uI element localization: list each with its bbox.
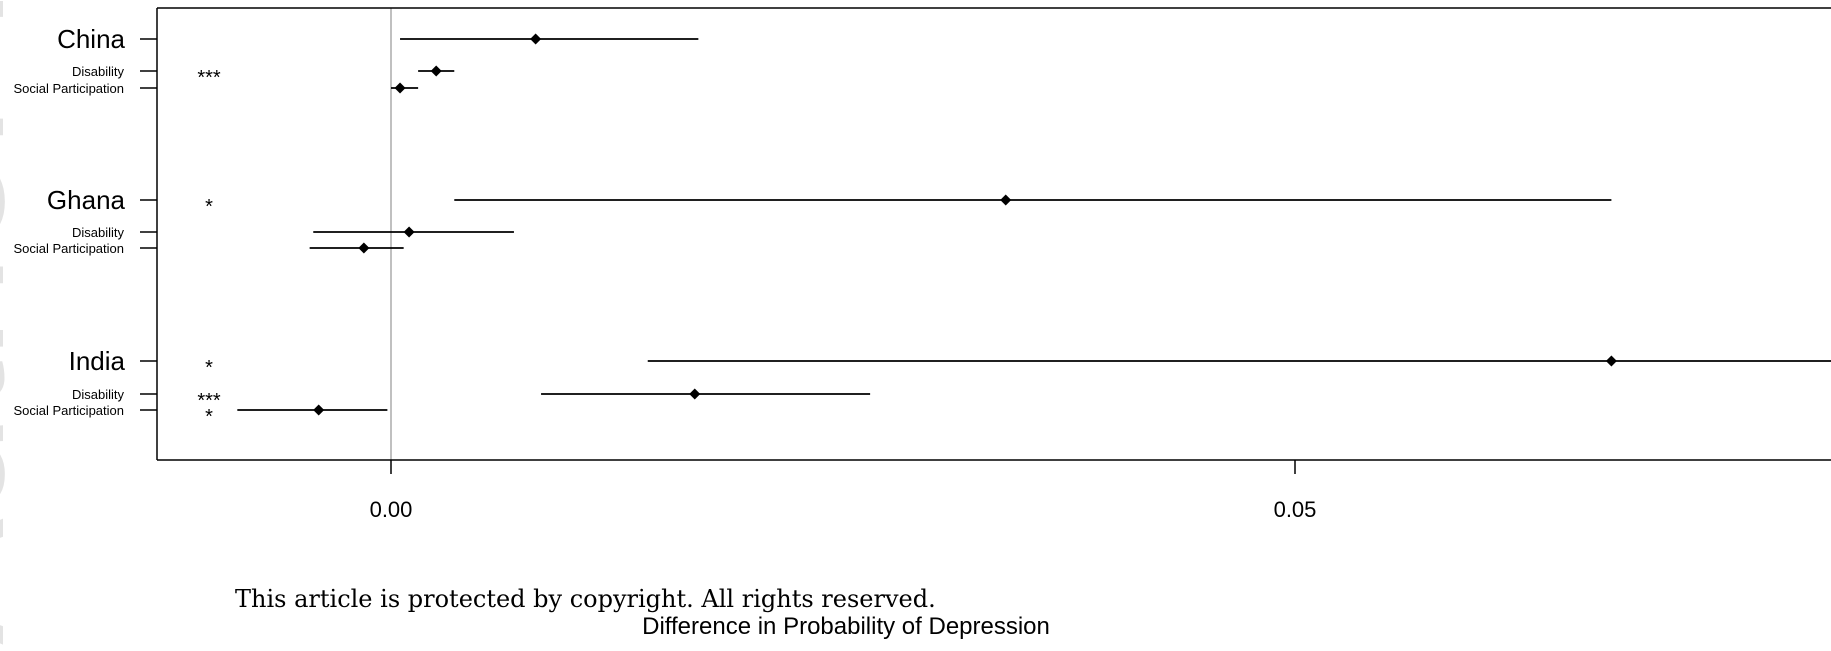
point-estimate <box>1605 355 1617 367</box>
point-estimate <box>313 404 325 416</box>
significance-marker: * <box>205 406 213 428</box>
point-estimate <box>689 388 701 400</box>
country-label: China <box>57 24 125 54</box>
row-label: Social Participation <box>13 241 124 256</box>
copyright-notice: This article is protected by copyright. … <box>235 585 936 613</box>
watermark: Author Manuscript <box>0 0 44 645</box>
significance-marker: * <box>205 196 213 218</box>
x-axis-label: Difference in Probability of Depression <box>642 613 1050 640</box>
significance-marker: * <box>205 357 213 379</box>
country-label: Ghana <box>47 185 126 215</box>
row-label: Disability <box>72 387 125 402</box>
point-estimate <box>530 33 542 45</box>
x-tick-label: 0.00 <box>370 497 413 522</box>
point-estimate <box>358 242 370 254</box>
plot-area: 0.000.050.10ChinaDisability***Social Par… <box>13 7 1831 522</box>
point-estimate <box>403 226 415 238</box>
point-estimate <box>1000 194 1012 206</box>
row-label: Disability <box>72 225 125 240</box>
row-label: Disability <box>72 64 125 79</box>
row-label: Social Participation <box>13 403 124 418</box>
significance-marker: *** <box>197 67 221 89</box>
row-label: Social Participation <box>13 81 124 96</box>
significance-marker: *** <box>197 390 221 412</box>
point-estimate <box>430 65 442 77</box>
x-tick-label: 0.05 <box>1274 497 1317 522</box>
point-estimate <box>394 82 406 94</box>
country-label: India <box>69 346 126 376</box>
